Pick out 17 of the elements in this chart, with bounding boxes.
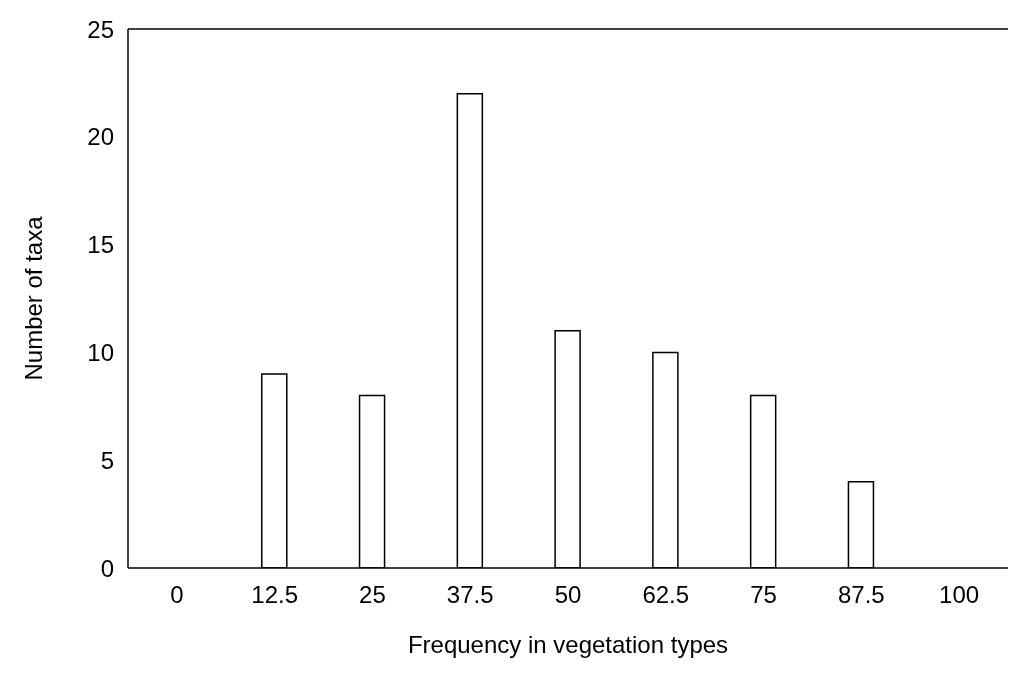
- y-tick-label: 20: [87, 123, 114, 151]
- y-tick-label: 25: [87, 15, 114, 43]
- x-tick-label: 100: [939, 581, 980, 609]
- x-tick-label: 25: [359, 581, 386, 609]
- x-tick-label: 62.5: [642, 581, 690, 609]
- y-tick-label: 10: [87, 338, 114, 366]
- x-tick-label: 12.5: [251, 581, 299, 609]
- x-tick-label: 75: [750, 581, 777, 609]
- x-tick-label: 37.5: [446, 581, 494, 609]
- y-axis-title: Number of taxa: [19, 215, 47, 381]
- y-tick-label: 0: [100, 554, 114, 582]
- x-tick-label: 87.5: [837, 581, 885, 609]
- y-tick-label: 15: [87, 231, 114, 259]
- x-tick-label: 0: [170, 581, 184, 609]
- x-tick-label: 50: [554, 581, 582, 609]
- x-axis-title: Frequency in vegetation types: [407, 631, 729, 658]
- y-tick-label: 5: [100, 446, 114, 474]
